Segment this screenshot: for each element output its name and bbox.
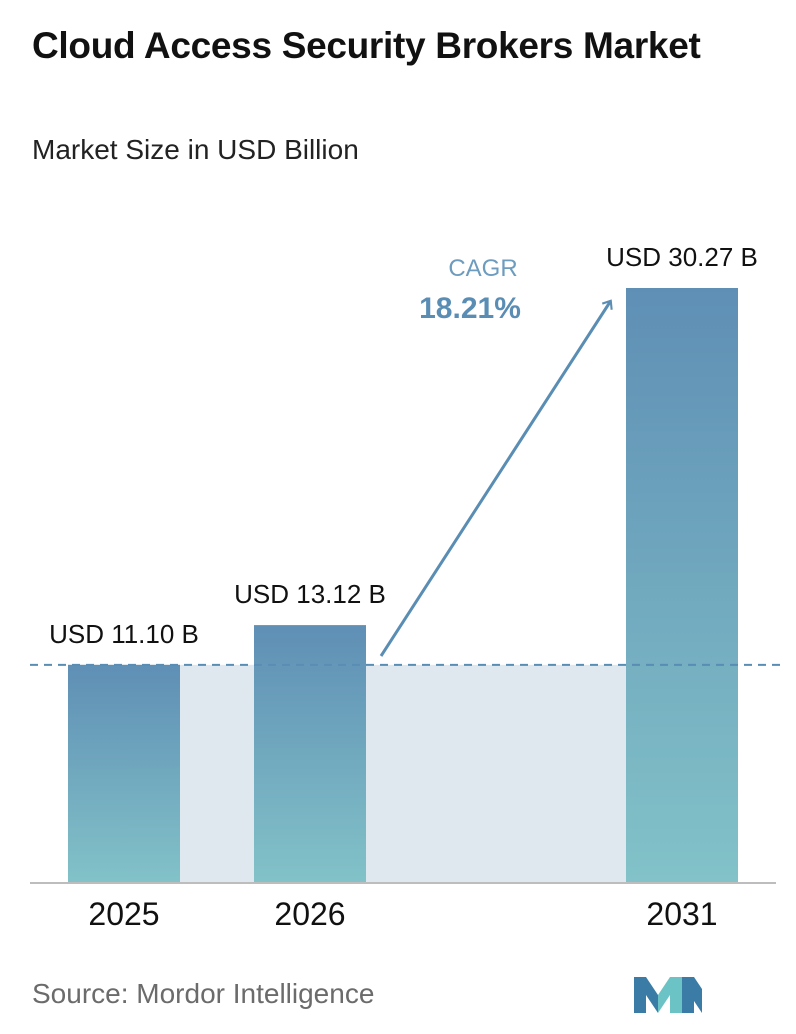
x-tick-2025: 2025 [88,896,159,932]
bar-2031 [626,288,738,883]
value-label-2025: USD 11.10 B [49,619,199,649]
bar-chart: USD 11.10 B 2025 USD 13.12 B 2026 USD 30.27 … [30,242,780,932]
bar-2026 [254,625,366,883]
mordor-intelligence-logo [634,977,702,1013]
chart-subtitle: Market Size in USD Billion [32,134,359,165]
cagr-value: 18.21% [419,292,521,325]
value-label-2031: USD 30.27 B [606,242,758,272]
cagr-label: CAGR [448,255,517,282]
cagr-arrow [379,299,613,657]
chart-title: Cloud Access Security Brokers Market [32,25,701,66]
x-tick-2031: 2031 [646,896,717,932]
value-label-2026: USD 13.12 B [234,579,386,609]
bar-2025 [68,664,180,883]
source-note: Source: Mordor Intelligence [32,978,375,1009]
x-tick-2026: 2026 [274,896,345,932]
